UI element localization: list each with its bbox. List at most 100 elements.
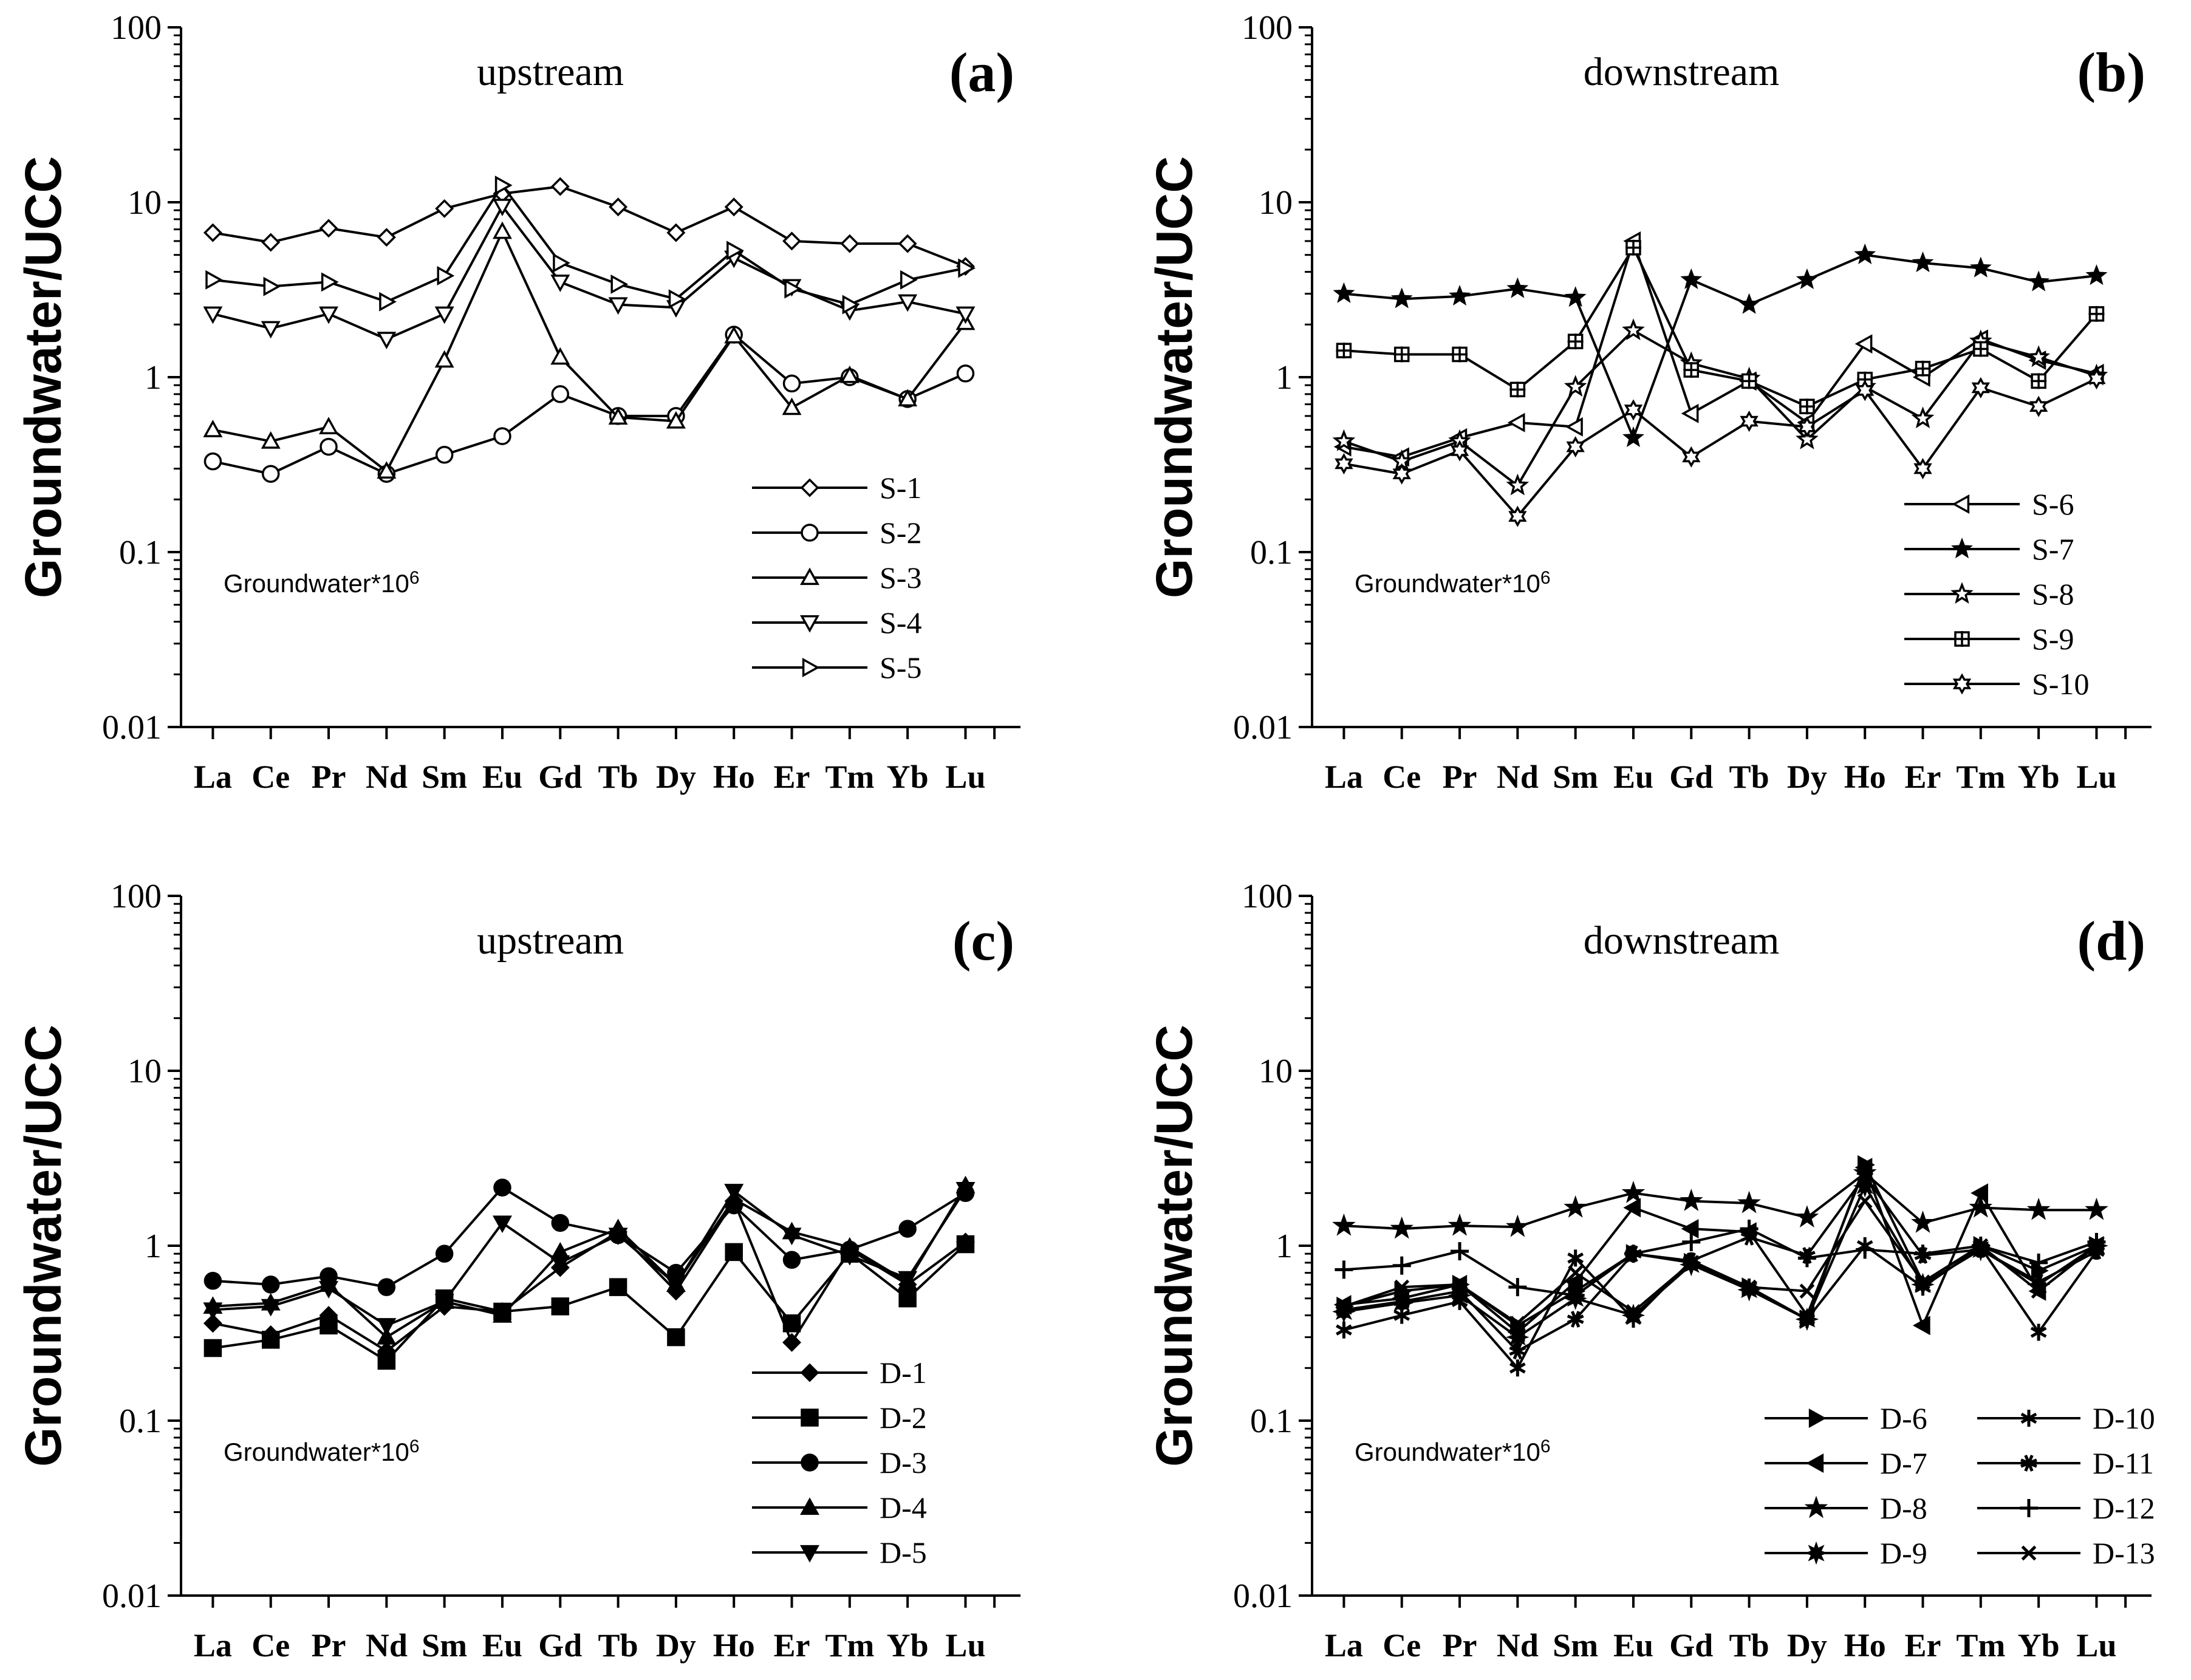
legend-label: D-4 xyxy=(880,1490,927,1525)
data-point xyxy=(1971,1183,1988,1203)
data-point xyxy=(203,1272,222,1290)
data-point xyxy=(608,297,628,315)
legend-marker xyxy=(1804,1495,1828,1518)
x-tick-label: Ce xyxy=(251,1627,290,1664)
data-point xyxy=(1621,1180,1646,1203)
data-point xyxy=(319,1281,339,1299)
legend-label: D-12 xyxy=(2093,1491,2155,1525)
annotation: Groundwater*106 xyxy=(1355,1436,1551,1466)
data-point xyxy=(1565,1272,1583,1292)
data-point xyxy=(1911,1210,1935,1233)
data-point xyxy=(1624,1245,1642,1263)
y-tick-label: 0.01 xyxy=(1233,709,1293,746)
data-point xyxy=(1332,429,1356,451)
annotation: Groundwater*106 xyxy=(224,1436,420,1466)
data-point xyxy=(1973,1238,1989,1254)
data-point xyxy=(1568,1265,1584,1280)
data-point xyxy=(1971,377,1991,398)
data-point xyxy=(1680,268,1703,290)
data-point xyxy=(1393,1292,1410,1310)
x-tick-label: Tb xyxy=(1729,1627,1769,1664)
y-tick-label: 10 xyxy=(128,1053,162,1090)
data-point xyxy=(377,1327,397,1345)
x-tick-label: Nd xyxy=(366,759,408,795)
data-point xyxy=(1737,1190,1761,1214)
series-S-3 xyxy=(203,221,976,479)
data-point xyxy=(320,437,338,456)
data-point xyxy=(2028,270,2050,292)
x-tick-label: Dy xyxy=(656,1627,696,1664)
legend-marker xyxy=(801,1453,819,1472)
data-point xyxy=(839,365,860,383)
data-point xyxy=(1567,1311,1584,1328)
legend-label: D-8 xyxy=(1880,1491,1927,1525)
y-tick-label: 100 xyxy=(1242,878,1293,915)
data-point xyxy=(1565,417,1583,437)
y-tick-label: 0.01 xyxy=(1233,1577,1293,1615)
data-point xyxy=(1797,416,1817,438)
legend-marker xyxy=(1808,1409,1827,1428)
x-tick-label: Tb xyxy=(598,759,638,795)
legend: D-1 D-2 D-3 D-4 D-5 xyxy=(752,1356,927,1569)
data-point xyxy=(434,350,454,368)
data-point xyxy=(2029,395,2048,417)
x-tick-label: Dy xyxy=(1787,759,1827,795)
data-point xyxy=(1679,1189,1703,1211)
x-tick-label: La xyxy=(194,1627,232,1664)
legend-item: S-1 xyxy=(752,471,921,505)
data-point xyxy=(784,279,802,299)
series-line xyxy=(1344,245,2097,408)
legend-item: S-10 xyxy=(1904,667,2089,701)
data-point xyxy=(553,253,570,273)
data-point xyxy=(1394,1279,1410,1295)
data-point xyxy=(203,223,222,242)
data-point xyxy=(1969,1195,1993,1218)
data-point xyxy=(203,420,223,437)
chart-panel-c: 0.01 0.1 1 10 100 La Ce Pr Nd Sm Eu Gd Tb Dy Ho Er Tm Yb L… xyxy=(15,878,1020,1664)
data-point xyxy=(203,1314,222,1333)
x-tick-label: Sm xyxy=(1553,1627,1598,1664)
data-point xyxy=(377,1278,396,1296)
data-point xyxy=(782,1228,802,1246)
series-line xyxy=(213,183,966,306)
x-tick-label: Pr xyxy=(1443,1627,1477,1664)
legend-item: D-12 xyxy=(1977,1491,2155,1525)
data-point xyxy=(1796,268,1818,290)
legend-label: S-6 xyxy=(2032,487,2074,521)
legend-marker xyxy=(1951,538,1973,559)
legend-item: D-3 xyxy=(752,1446,927,1480)
legend-label: S-5 xyxy=(880,650,921,685)
data-point xyxy=(1854,334,1873,354)
data-point xyxy=(1392,1256,1411,1275)
legend: D-6 D-7 D-8 D-9 D-10 D-11 D-12 D-13 xyxy=(1765,1401,2155,1570)
legend-label: D-7 xyxy=(1880,1446,1927,1480)
legend-item: D-10 xyxy=(1977,1401,2155,1435)
data-point xyxy=(1393,1306,1410,1324)
data-point xyxy=(2031,1283,2046,1299)
data-point xyxy=(1623,1198,1641,1218)
data-point xyxy=(1567,1249,1584,1267)
series-D-12 xyxy=(1335,1220,2106,1305)
series-D-10 xyxy=(1336,1237,2105,1377)
data-point xyxy=(1683,1255,1699,1271)
data-point xyxy=(1682,1232,1701,1251)
series-line xyxy=(1344,1227,2097,1297)
x-tick-label: Tm xyxy=(825,1627,874,1664)
data-point xyxy=(898,1220,917,1238)
x-tick-label: Dy xyxy=(1787,1627,1827,1664)
data-point xyxy=(1336,1321,1352,1339)
series-S-9 xyxy=(1336,239,2105,415)
x-tick-label: Sm xyxy=(422,759,467,795)
panel-label: (d) xyxy=(2077,910,2145,972)
data-point xyxy=(1390,287,1413,309)
legend-label: S-3 xyxy=(880,561,921,595)
data-point xyxy=(2087,1232,2106,1251)
data-point xyxy=(319,306,339,324)
data-point xyxy=(1624,399,1643,421)
x-tick-label: Er xyxy=(1905,1627,1941,1664)
data-point xyxy=(1451,1292,1468,1310)
data-point xyxy=(1856,1240,1875,1259)
legend-marker xyxy=(1950,582,1974,604)
panel-label: (c) xyxy=(952,910,1014,972)
data-point xyxy=(434,306,454,324)
